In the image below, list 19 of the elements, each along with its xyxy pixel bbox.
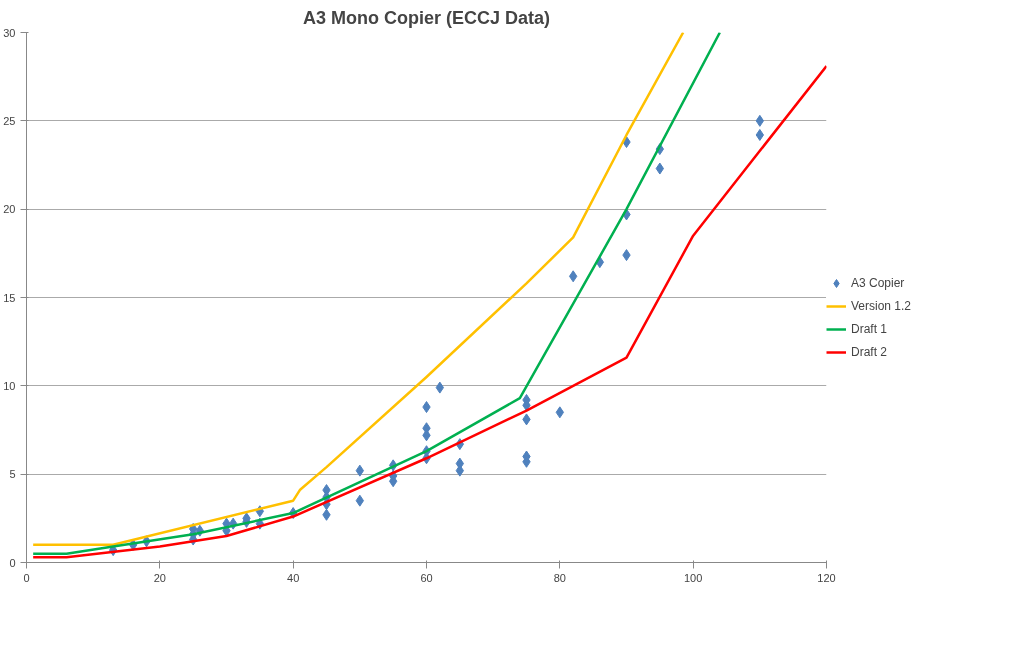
y-tick-label: 30 xyxy=(3,26,16,39)
x-tick-label: 80 xyxy=(553,571,566,584)
x-tick-label: 0 xyxy=(23,571,30,584)
y-tick-label: 10 xyxy=(3,379,16,392)
x-tick-label: 60 xyxy=(420,571,433,584)
y-tick-label: 20 xyxy=(3,203,16,216)
legend-label: A3 Copier xyxy=(851,276,905,290)
chart-title: A3 Mono Copier (ECCJ Data) xyxy=(302,7,551,28)
x-tick-label: 100 xyxy=(683,571,703,584)
legend-label: Version 1.2 xyxy=(851,299,912,313)
y-tick-label: 25 xyxy=(3,114,16,127)
legend-label: Draft 1 xyxy=(851,322,888,336)
x-tick-label: 20 xyxy=(153,571,166,584)
x-tick-label: 40 xyxy=(287,571,300,584)
x-tick-label: 120 xyxy=(817,571,836,584)
y-tick-label: 0 xyxy=(9,556,16,569)
y-tick-label: 15 xyxy=(3,291,16,304)
legend-label: Draft 2 xyxy=(851,345,888,359)
y-tick-label: 5 xyxy=(9,468,16,481)
